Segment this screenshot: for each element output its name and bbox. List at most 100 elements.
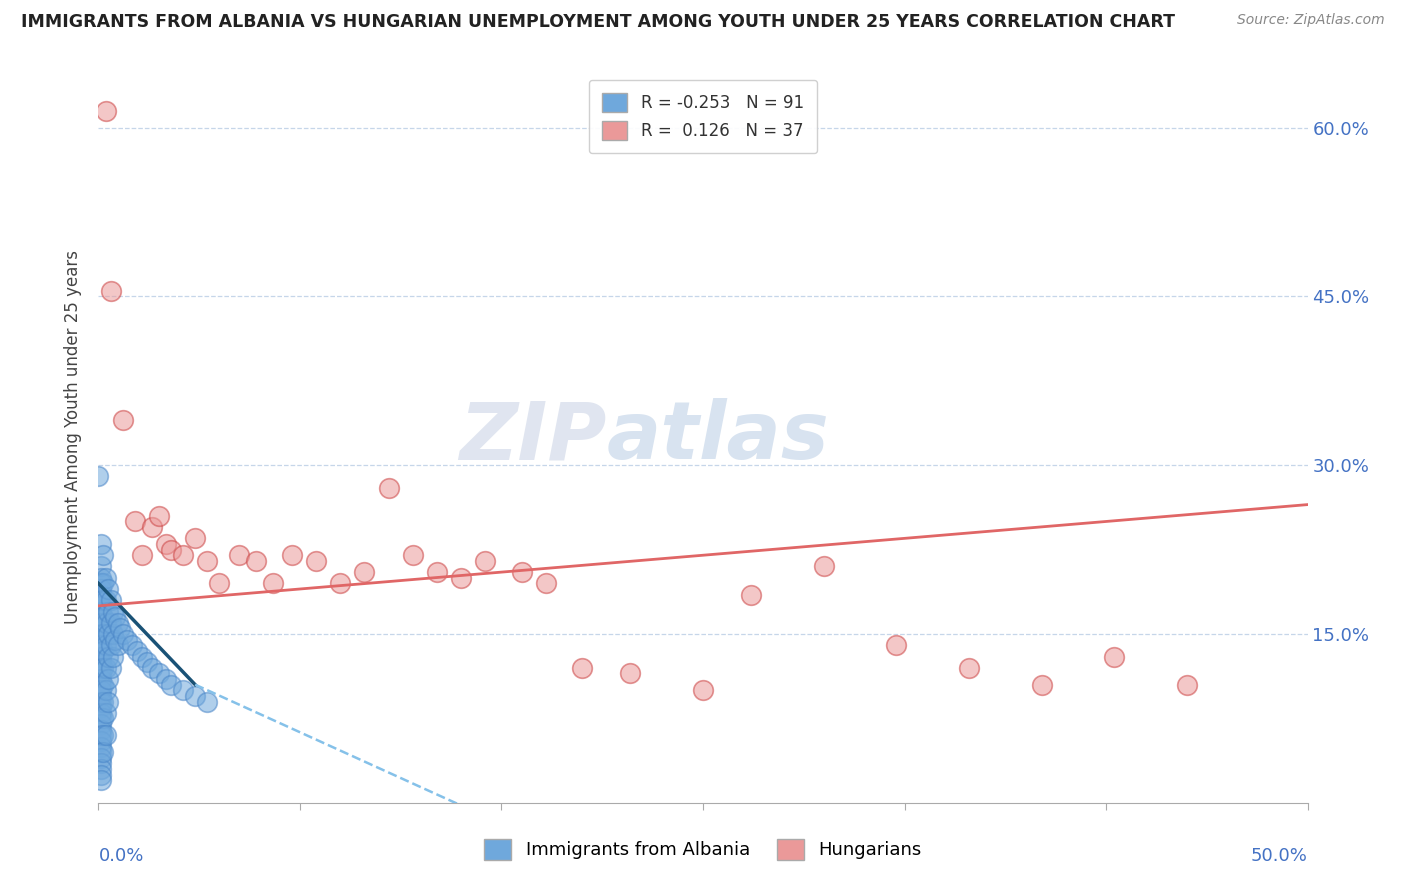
Point — [90, 672, 112, 686]
Point — [377, 481, 399, 495]
Point — [195, 694, 218, 708]
Point — [107, 638, 129, 652]
Point — [160, 542, 183, 557]
Point — [94, 638, 117, 652]
Point — [740, 588, 762, 602]
Point — [97, 627, 120, 641]
Point — [91, 627, 114, 641]
Point — [100, 638, 122, 652]
Point — [111, 627, 134, 641]
Point — [208, 576, 231, 591]
Point — [91, 728, 114, 742]
Point — [104, 610, 127, 624]
Point — [172, 683, 194, 698]
Point — [101, 649, 124, 664]
Point — [108, 621, 131, 635]
Point — [94, 103, 117, 118]
Point — [100, 593, 122, 607]
Point — [571, 661, 593, 675]
Point — [90, 649, 112, 664]
Point — [91, 661, 114, 675]
Text: IMMIGRANTS FROM ALBANIA VS HUNGARIAN UNEMPLOYMENT AMONG YOUTH UNDER 25 YEARS COR: IMMIGRANTS FROM ALBANIA VS HUNGARIAN UNE… — [21, 13, 1175, 31]
Point — [90, 694, 112, 708]
Point — [90, 723, 112, 737]
Point — [97, 605, 120, 619]
Point — [172, 548, 194, 562]
Point — [90, 621, 112, 635]
Point — [91, 576, 114, 591]
Point — [155, 537, 177, 551]
Text: 50.0%: 50.0% — [1251, 847, 1308, 864]
Point — [90, 745, 112, 759]
Point — [90, 700, 112, 714]
Point — [148, 508, 170, 523]
Point — [90, 615, 112, 630]
Point — [131, 649, 153, 664]
Point — [510, 565, 533, 579]
Text: ZIP: ZIP — [458, 398, 606, 476]
Point — [90, 717, 112, 731]
Point — [101, 605, 124, 619]
Point — [90, 739, 112, 754]
Point — [148, 666, 170, 681]
Point — [101, 627, 124, 641]
Point — [353, 565, 375, 579]
Point — [474, 554, 496, 568]
Point — [90, 689, 112, 703]
Point — [141, 661, 163, 675]
Point — [94, 661, 117, 675]
Point — [90, 610, 112, 624]
Point — [104, 632, 127, 647]
Point — [90, 644, 112, 658]
Point — [184, 689, 207, 703]
Point — [97, 672, 120, 686]
Point — [245, 554, 267, 568]
Point — [91, 694, 114, 708]
Point — [692, 683, 714, 698]
Point — [1031, 678, 1053, 692]
Point — [90, 605, 112, 619]
Point — [100, 615, 122, 630]
Point — [91, 610, 114, 624]
Text: atlas: atlas — [606, 398, 830, 476]
Point — [117, 632, 139, 647]
Point — [305, 554, 328, 568]
Point — [195, 554, 218, 568]
Point — [90, 666, 112, 681]
Point — [813, 559, 835, 574]
Y-axis label: Unemployment Among Youth under 25 years: Unemployment Among Youth under 25 years — [65, 250, 83, 624]
Point — [90, 678, 112, 692]
Point — [90, 593, 112, 607]
Point — [90, 661, 112, 675]
Text: 0.0%: 0.0% — [98, 847, 143, 864]
Point — [281, 548, 304, 562]
Point — [957, 661, 980, 675]
Point — [426, 565, 449, 579]
Legend: Immigrants from Albania, Hungarians: Immigrants from Albania, Hungarians — [477, 831, 929, 867]
Point — [90, 711, 112, 725]
Point — [90, 756, 112, 771]
Point — [127, 644, 149, 658]
Point — [1102, 649, 1125, 664]
Point — [135, 655, 157, 669]
Point — [94, 571, 117, 585]
Point — [91, 745, 114, 759]
Point — [160, 678, 183, 692]
Point — [90, 599, 112, 613]
Point — [111, 413, 134, 427]
Point — [97, 582, 120, 596]
Point — [90, 576, 112, 591]
Point — [97, 649, 120, 664]
Text: Source: ZipAtlas.com: Source: ZipAtlas.com — [1237, 13, 1385, 28]
Point — [94, 683, 117, 698]
Point — [91, 644, 114, 658]
Point — [90, 655, 112, 669]
Point — [94, 728, 117, 742]
Point — [90, 762, 112, 776]
Point — [90, 706, 112, 720]
Point — [534, 576, 557, 591]
Point — [90, 683, 112, 698]
Point — [262, 576, 284, 591]
Point — [131, 548, 153, 562]
Point — [90, 734, 112, 748]
